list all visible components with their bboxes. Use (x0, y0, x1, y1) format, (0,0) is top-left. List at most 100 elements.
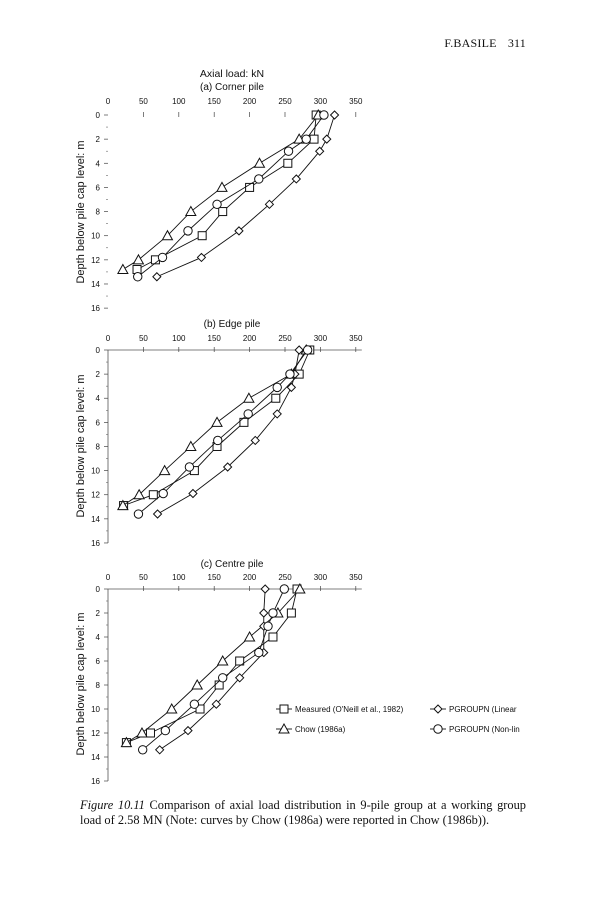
x-tick-label: 300 (314, 334, 328, 343)
data-point-circle (279, 584, 289, 594)
data-point-diamond (183, 725, 193, 736)
data-point-triangle (158, 464, 171, 476)
data-point-circle (189, 699, 200, 709)
x-tick-label: 250 (278, 97, 292, 106)
data-point-square (148, 490, 158, 500)
data-point-diamond (152, 509, 163, 519)
data-point-circle (301, 134, 311, 144)
y-tick-label: 10 (91, 467, 100, 476)
legend-label: Measured (O'Neill et al., 1982) (295, 705, 404, 714)
y-tick-label: 12 (91, 491, 100, 500)
data-point-square (195, 704, 205, 714)
series-line (157, 349, 300, 515)
y-tick-label: 14 (91, 515, 100, 524)
data-point-square (197, 231, 207, 241)
data-point-triangle (216, 181, 228, 192)
diamond-icon (433, 704, 443, 714)
data-point-circle (184, 462, 195, 472)
y-tick-label: 8 (96, 442, 101, 451)
series-diamond (152, 345, 304, 519)
data-point-triangle (165, 702, 178, 714)
data-point-circle (212, 199, 222, 210)
data-point-circle (133, 272, 143, 282)
data-point-circle (263, 621, 273, 631)
y-tick-label: 12 (91, 256, 100, 265)
data-point-triangle (117, 499, 129, 511)
data-point-circle (213, 435, 223, 446)
x-tick-label: 50 (139, 573, 148, 582)
chart-a-xlabel: Axial load: kN (200, 68, 264, 80)
series-circle (137, 584, 289, 755)
data-point-diamond (264, 199, 275, 210)
data-point-diamond (322, 134, 332, 144)
x-tick-label: 350 (349, 334, 363, 343)
y-tick-label: 12 (91, 729, 100, 738)
x-tick-label: 300 (314, 573, 328, 582)
y-tick-label: 16 (91, 304, 100, 313)
data-point-diamond (260, 584, 270, 594)
data-point-triangle (191, 678, 204, 690)
caption-label: Figure 10.11 (80, 798, 145, 812)
y-tick-label: 10 (91, 232, 100, 241)
y-tick-label: 16 (91, 777, 100, 786)
data-point-diamond (196, 252, 207, 263)
x-tick-label: 150 (208, 334, 222, 343)
x-tick-label: 200 (243, 334, 257, 343)
header-author: F.BASILE (444, 36, 497, 50)
data-point-circle (137, 745, 148, 755)
data-point-square (309, 134, 319, 144)
data-point-diamond (234, 226, 244, 236)
x-tick-label: 100 (172, 334, 186, 343)
series-square (132, 110, 321, 274)
data-point-triangle (294, 582, 306, 594)
y-tick-label: 6 (96, 418, 101, 427)
x-tick-label: 250 (278, 573, 292, 582)
series-circle (133, 345, 313, 519)
data-point-triangle (253, 157, 266, 168)
data-point-diamond (234, 673, 245, 683)
data-point-triangle (184, 440, 197, 451)
data-point-triangle (133, 488, 146, 500)
series-line (122, 349, 307, 506)
y-tick-label: 2 (96, 135, 101, 144)
series-square (119, 345, 315, 511)
data-point-diamond (272, 409, 282, 419)
legend-label: PGROUPN (Linear (449, 705, 517, 714)
y-tick-label: 14 (91, 280, 100, 289)
data-point-diamond (222, 462, 233, 472)
y-tick-label: 6 (96, 657, 101, 666)
data-point-diamond (314, 146, 325, 156)
data-point-square (271, 393, 281, 403)
data-point-circle (157, 252, 168, 263)
chart-a-ylabel: Depth below pile cap level: m (75, 140, 87, 283)
data-point-diamond (250, 435, 260, 446)
x-tick-label: 0 (106, 573, 111, 582)
x-tick-label: 250 (278, 334, 292, 343)
data-point-square (286, 608, 296, 618)
y-tick-label: 2 (96, 609, 101, 618)
chart-c: 0 50 100 150 200 250 300 350 0 2 4 6 8 10 12 14 16 (91, 573, 363, 786)
data-point-circle (268, 608, 278, 618)
data-point-circle (272, 382, 282, 393)
series-circle (133, 110, 329, 282)
x-tick-label: 0 (106, 97, 111, 106)
circle-icon (433, 724, 443, 734)
legend-entry-triangle: Chow (1986a) (276, 722, 346, 734)
data-point-circle (254, 174, 264, 184)
x-tick-label: 50 (139, 334, 148, 343)
series-triangle (120, 582, 306, 748)
data-point-circle (158, 488, 168, 499)
x-tick-label: 150 (208, 573, 222, 582)
data-point-triangle (184, 205, 197, 217)
data-point-square (145, 728, 155, 738)
data-point-triangle (117, 263, 129, 274)
legend-entry-square: Measured (O'Neill et al., 1982) (276, 704, 404, 714)
header-page-number: 311 (507, 36, 526, 50)
data-point-circle (254, 647, 264, 658)
chart-a: 0 50 100 150 200 250 300 350 0 2 4 6 8 10 12 14 16 (91, 97, 363, 313)
series-line (136, 114, 317, 270)
data-point-diamond (152, 272, 162, 282)
data-point-diamond (211, 699, 222, 709)
chart-c-ylabel: Depth below pile cap level: m (75, 612, 87, 755)
x-tick-label: 300 (314, 97, 328, 106)
